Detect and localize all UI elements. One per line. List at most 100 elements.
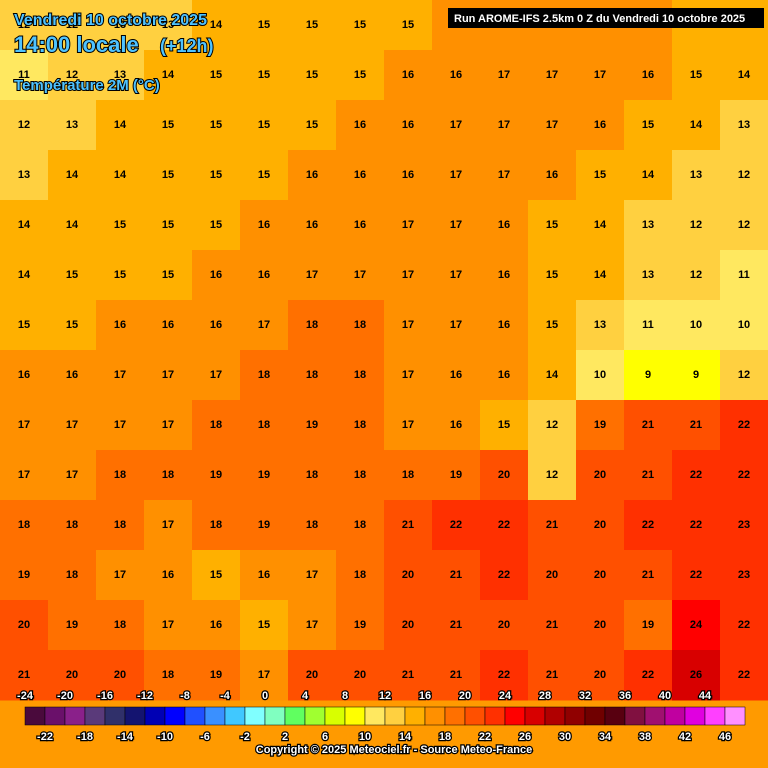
temperature-value: 13	[738, 119, 750, 131]
temperature-value: 21	[18, 669, 30, 681]
temperature-value: 20	[546, 569, 558, 581]
temperature-cell	[480, 100, 529, 151]
temperature-cell	[0, 50, 49, 101]
temperature-value: 17	[402, 319, 414, 331]
temperature-cell	[96, 550, 145, 601]
temperature-value: 15	[18, 319, 30, 331]
temperature-cell	[336, 300, 385, 351]
temperature-value: 19	[210, 669, 222, 681]
temperature-value: 18	[402, 469, 414, 481]
temperature-cell	[96, 50, 145, 101]
temperature-cell	[192, 400, 241, 451]
legend-swatch	[584, 706, 606, 726]
temperature-value: 17	[114, 419, 126, 431]
temperature-cell	[384, 500, 433, 551]
temperature-value: 18	[210, 519, 222, 531]
legend-label: -12	[137, 690, 153, 702]
temperature-cell	[432, 300, 481, 351]
temperature-value: 21	[402, 519, 414, 531]
temperature-value: 16	[450, 419, 462, 431]
temperature-value: 17	[258, 319, 270, 331]
temperature-cell	[96, 500, 145, 551]
temperature-cell	[528, 450, 577, 501]
temperature-value: 12	[66, 69, 78, 81]
temperature-value: 22	[690, 569, 702, 581]
temperature-cell	[720, 250, 768, 301]
temperature-cell	[624, 200, 673, 251]
temperature-value: 22	[498, 669, 510, 681]
temperature-value: 15	[258, 69, 270, 81]
legend-label: -20	[57, 690, 73, 702]
temperature-value: 14	[162, 69, 175, 81]
temperature-value: 22	[738, 669, 750, 681]
temperature-value: 16	[114, 319, 126, 331]
temperature-value: 17	[162, 619, 174, 631]
temperature-cell	[672, 550, 721, 601]
temperature-value: 17	[402, 419, 414, 431]
temperature-cell	[240, 300, 289, 351]
temperature-cell	[48, 500, 97, 551]
temperature-value: 17	[354, 269, 366, 281]
temperature-value: 18	[306, 319, 318, 331]
temperature-cell	[576, 600, 625, 651]
temperature-cell	[0, 150, 49, 201]
temperature-cell	[336, 450, 385, 501]
temperature-value: 22	[738, 469, 750, 481]
temperature-value: 15	[114, 269, 126, 281]
temperature-value: 12	[18, 19, 30, 31]
temperature-cell	[384, 550, 433, 601]
legend-label: 18	[439, 731, 451, 743]
temperature-value: 9	[693, 369, 699, 381]
temperature-cell	[48, 650, 97, 701]
temperature-cell	[480, 650, 529, 701]
legend-label: 36	[619, 690, 631, 702]
temperature-value: 19	[306, 419, 318, 431]
temperature-cell	[240, 0, 289, 51]
temperature-value: 18	[162, 469, 174, 481]
temperature-cell	[96, 150, 145, 201]
temperature-value: 17	[66, 469, 78, 481]
temperature-cell	[96, 200, 145, 251]
temperature-cell	[624, 500, 673, 551]
temperature-value: 20	[594, 519, 606, 531]
lead: (+12h)	[160, 36, 214, 56]
legend-label: -6	[200, 731, 210, 743]
temperature-cell	[96, 300, 145, 351]
legend-label: -24	[17, 690, 34, 702]
temperature-value: 17	[306, 569, 318, 581]
temperature-cell	[480, 50, 529, 101]
legend-label: 10	[359, 731, 371, 743]
temperature-value: 17	[258, 669, 270, 681]
legend-swatch	[164, 706, 186, 726]
temperature-cell	[192, 0, 241, 51]
temperature-cell	[384, 0, 433, 51]
temperature-cell	[336, 550, 385, 601]
temperature-value: 21	[642, 569, 654, 581]
legend-label: -10	[157, 731, 173, 743]
temperature-cell	[192, 100, 241, 151]
temperature-value: 20	[402, 619, 414, 631]
temperature-value: 22	[738, 419, 750, 431]
temperature-value: 17	[162, 369, 174, 381]
temperature-value: 22	[642, 669, 654, 681]
temperature-value: 17	[498, 69, 510, 81]
temperature-value: 17	[450, 269, 462, 281]
temperature-value: 18	[258, 419, 270, 431]
temperature-value: 18	[114, 469, 126, 481]
temperature-cell	[480, 450, 529, 501]
temperature-cell	[288, 500, 337, 551]
temperature-value: 12	[66, 19, 78, 31]
temperature-value: 16	[450, 369, 462, 381]
temperature-cell	[288, 650, 337, 701]
temperature-value: 12	[546, 469, 558, 481]
time: 14:00 locale	[14, 32, 139, 57]
temperature-value: 13	[642, 269, 654, 281]
temperature-cell	[720, 350, 768, 401]
temperature-value: 16	[18, 369, 30, 381]
temperature-cell	[528, 400, 577, 451]
temperature-cell	[192, 150, 241, 201]
date: Vendredi 10 octobre 2025	[14, 12, 207, 29]
temperature-value: 13	[114, 19, 126, 31]
temperature-cell	[672, 450, 721, 501]
